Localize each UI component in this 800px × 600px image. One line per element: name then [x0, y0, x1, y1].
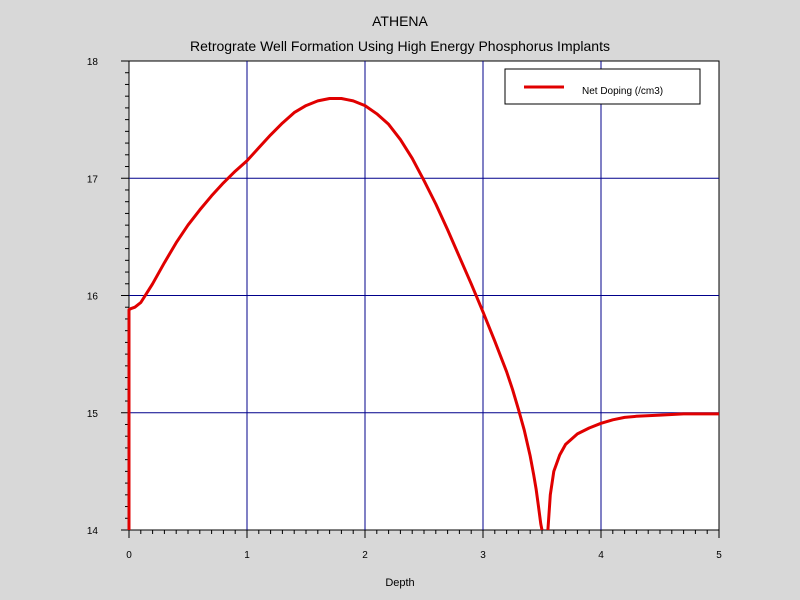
- y-tick-label: 17: [87, 174, 99, 185]
- chart-subtitle: Retrograte Well Formation Using High Ene…: [190, 38, 610, 54]
- y-tick-label: 18: [87, 57, 99, 68]
- series-line-1: [546, 412, 719, 531]
- tick-labels: 0 1 2 3 4 5 14 15 16 17 18: [87, 57, 722, 561]
- legend: Net Doping (/cm3): [504, 68, 701, 105]
- x-axis-label: Depth: [385, 577, 415, 589]
- chart-title: ATHENA: [372, 13, 428, 29]
- legend-label: Net Doping (/cm3): [582, 86, 663, 97]
- x-tick-label: 1: [244, 550, 250, 561]
- y-tick-label: 16: [87, 292, 99, 303]
- y-tick-label: 15: [87, 409, 99, 420]
- data-lines: [127, 97, 719, 531]
- x-tick-label: 2: [362, 550, 368, 561]
- x-tick-label: 3: [480, 550, 486, 561]
- x-tick-label: 0: [126, 550, 132, 561]
- y-tick-label: 14: [87, 526, 99, 537]
- x-tick-label: 5: [716, 550, 722, 561]
- x-tick-label: 4: [598, 550, 604, 561]
- series-line-0: [127, 97, 544, 531]
